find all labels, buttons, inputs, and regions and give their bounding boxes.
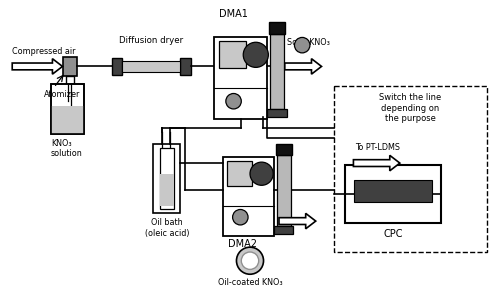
- Circle shape: [232, 209, 248, 225]
- Polygon shape: [285, 59, 322, 74]
- Polygon shape: [279, 213, 316, 229]
- Bar: [112, 58, 122, 75]
- Text: DMA1: DMA1: [219, 9, 248, 19]
- Text: Switch the line
depending on
the purpose: Switch the line depending on the purpose: [380, 94, 442, 123]
- Bar: [180, 58, 191, 75]
- Bar: [223, 157, 274, 236]
- Text: Compressed air: Compressed air: [12, 47, 76, 56]
- Bar: [274, 226, 293, 234]
- Bar: [154, 144, 180, 213]
- Polygon shape: [354, 155, 400, 171]
- Bar: [354, 181, 432, 202]
- Bar: [66, 76, 74, 84]
- Text: Atomizer: Atomizer: [44, 90, 80, 98]
- Circle shape: [236, 247, 264, 274]
- Bar: [51, 107, 84, 134]
- Bar: [276, 144, 291, 155]
- Text: DMA2: DMA2: [228, 239, 257, 249]
- Text: Oil-coated KNO₃: Oil-coated KNO₃: [218, 278, 282, 287]
- Bar: [219, 41, 246, 68]
- Bar: [64, 57, 77, 76]
- Bar: [51, 84, 84, 134]
- Circle shape: [250, 162, 273, 185]
- Text: Oil bath
(oleic acid): Oil bath (oleic acid): [144, 218, 189, 238]
- Bar: [344, 165, 442, 223]
- Polygon shape: [12, 59, 62, 74]
- Text: CPC: CPC: [384, 229, 403, 239]
- Bar: [270, 22, 285, 34]
- Bar: [270, 34, 284, 109]
- Bar: [277, 155, 290, 226]
- Bar: [51, 84, 84, 134]
- Text: KNO₃
solution: KNO₃ solution: [51, 139, 82, 158]
- Bar: [227, 161, 252, 186]
- Bar: [214, 37, 268, 119]
- Circle shape: [294, 37, 310, 53]
- Circle shape: [226, 94, 242, 109]
- Bar: [160, 174, 173, 206]
- Bar: [122, 60, 180, 72]
- Text: Diffusion dryer: Diffusion dryer: [120, 36, 184, 45]
- Circle shape: [242, 252, 258, 269]
- Text: To PT-LDMS: To PT-LDMS: [356, 143, 401, 152]
- Circle shape: [243, 42, 268, 67]
- Bar: [268, 109, 286, 117]
- Bar: [160, 148, 173, 209]
- Bar: [334, 86, 487, 252]
- Text: Solid KNO₃: Solid KNO₃: [286, 38, 330, 47]
